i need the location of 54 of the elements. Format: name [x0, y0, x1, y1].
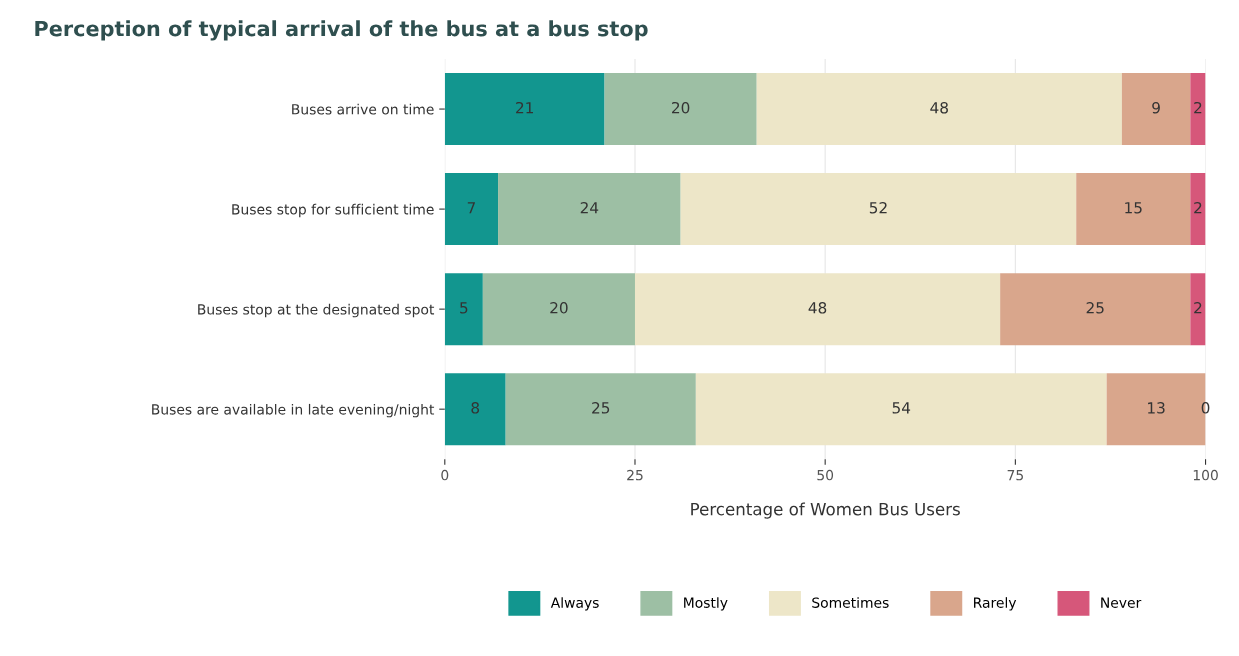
data-label: 21 [516, 101, 533, 114]
data-label: 20 [672, 101, 690, 114]
data-label: 2 [1194, 302, 1202, 314]
y-tick-label: Buses stop for sufficient time [232, 203, 434, 218]
data-label: 0 [1201, 402, 1210, 414]
y-tick-label: Buses stop at the designated spot [198, 303, 435, 318]
bar [756, 73, 1122, 146]
bar [498, 173, 681, 246]
bar [604, 73, 757, 146]
bar [1190, 73, 1206, 146]
x-tick-label: 100 [1193, 469, 1218, 481]
legend-label: Rarely [974, 597, 1017, 611]
bar [1190, 173, 1206, 246]
x-tick-label: 25 [627, 469, 643, 481]
data-label: 5 [460, 302, 468, 314]
bar [680, 173, 1077, 246]
legend-label: Sometimes [812, 597, 889, 608]
data-label: 54 [892, 402, 911, 414]
x-tick-label: 0 [441, 469, 449, 481]
bar [444, 73, 605, 146]
data-label: 24 [580, 201, 599, 214]
x-axis-title: Percentage of Women Bus Users [691, 502, 960, 519]
data-label: 25 [1086, 302, 1104, 314]
y-tick-label: Buses are available in late evening/night [152, 403, 435, 418]
bar [444, 273, 483, 346]
bar [1190, 273, 1206, 346]
data-label: 48 [808, 302, 827, 314]
data-label: 9 [1152, 101, 1160, 114]
bar [695, 373, 1107, 446]
data-label: 8 [471, 402, 480, 414]
bar [482, 273, 635, 346]
data-label: 52 [869, 201, 887, 214]
x-tick-label: 75 [1007, 470, 1023, 481]
data-label: 20 [550, 302, 568, 314]
data-label: 25 [592, 402, 610, 414]
data-label: 48 [930, 101, 948, 114]
bar [1000, 273, 1191, 346]
bar [634, 273, 1001, 346]
chart-title: Perception of typical arrival of the bus at a bus stop [35, 20, 648, 41]
bar [505, 373, 696, 446]
legend-label: Mostly [684, 597, 728, 611]
bar [1121, 73, 1191, 146]
bar [444, 373, 506, 446]
y-tick-label: Buses arrive on time [292, 103, 434, 115]
bar [1076, 173, 1191, 246]
legend-label: Always [550, 597, 599, 611]
data-label: 13 [1148, 402, 1165, 414]
x-tick-label: 50 [817, 469, 834, 481]
data-label: 15 [1125, 202, 1142, 214]
data-label: 7 [467, 202, 475, 214]
bar [444, 173, 499, 246]
legend-label: Never [1101, 597, 1142, 608]
data-label: 2 [1194, 201, 1202, 214]
data-label: 2 [1194, 101, 1202, 114]
